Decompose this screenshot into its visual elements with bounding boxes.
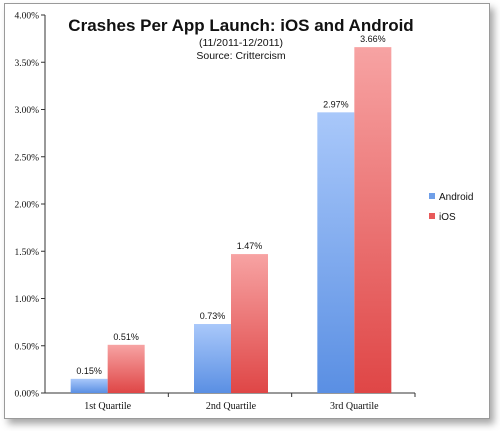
data-label: 3.66% — [360, 34, 386, 44]
axes: 0.00% 0.50% 1.00% 1.50% 2.00% 2.50% 3.00% 3.50%… — [14, 12, 416, 412]
x-tick-label: 3rd Quartile — [330, 401, 379, 412]
legend-swatch-ios — [429, 213, 435, 219]
bar-chart: Crashes Per App Launch: iOS and Android … — [14, 12, 473, 413]
y-tick-label: 0.50% — [14, 342, 39, 352]
y-tick-label: 2.00% — [14, 201, 39, 211]
bar-android — [70, 378, 108, 393]
bar-ios — [354, 47, 392, 393]
y-tick-label: 3.00% — [14, 106, 39, 116]
data-label: 0.51% — [113, 332, 139, 342]
y-tick-label: 1.50% — [14, 248, 39, 258]
chart-title: Crashes Per App Launch: iOS and Android — [68, 16, 413, 35]
bar-android — [317, 112, 355, 394]
data-label: 0.73% — [200, 311, 226, 321]
bars: 0.15% 0.51% 0.73% 1.47% 2.97% 3.66% — [70, 34, 392, 394]
data-label: 2.97% — [323, 99, 349, 109]
legend-swatch-android — [429, 193, 435, 199]
data-label: 1.47% — [237, 241, 263, 251]
y-tick-label: 1.00% — [14, 295, 39, 305]
y-tick-label: 0.00% — [14, 390, 39, 400]
x-tick-label: 1st Quartile — [84, 401, 131, 412]
bar-android — [194, 324, 231, 393]
y-tick-label: 2.50% — [14, 153, 39, 163]
chart-source: Source: Crittercism — [196, 50, 286, 62]
y-tick-label: 4.00% — [14, 12, 39, 22]
y-tick-label: 3.50% — [14, 59, 39, 69]
legend-label-android: Android — [439, 192, 473, 203]
bar-ios — [107, 344, 145, 393]
legend: Android iOS — [429, 192, 473, 223]
data-label: 0.15% — [76, 366, 102, 376]
x-tick-label: 2nd Quartile — [206, 401, 257, 412]
chart-frame: Crashes Per App Launch: iOS and Android … — [4, 3, 490, 419]
chart-subtitle: (11/2011-12/2011) — [199, 37, 283, 49]
legend-label-ios: iOS — [439, 212, 456, 223]
bar-ios — [231, 254, 268, 393]
